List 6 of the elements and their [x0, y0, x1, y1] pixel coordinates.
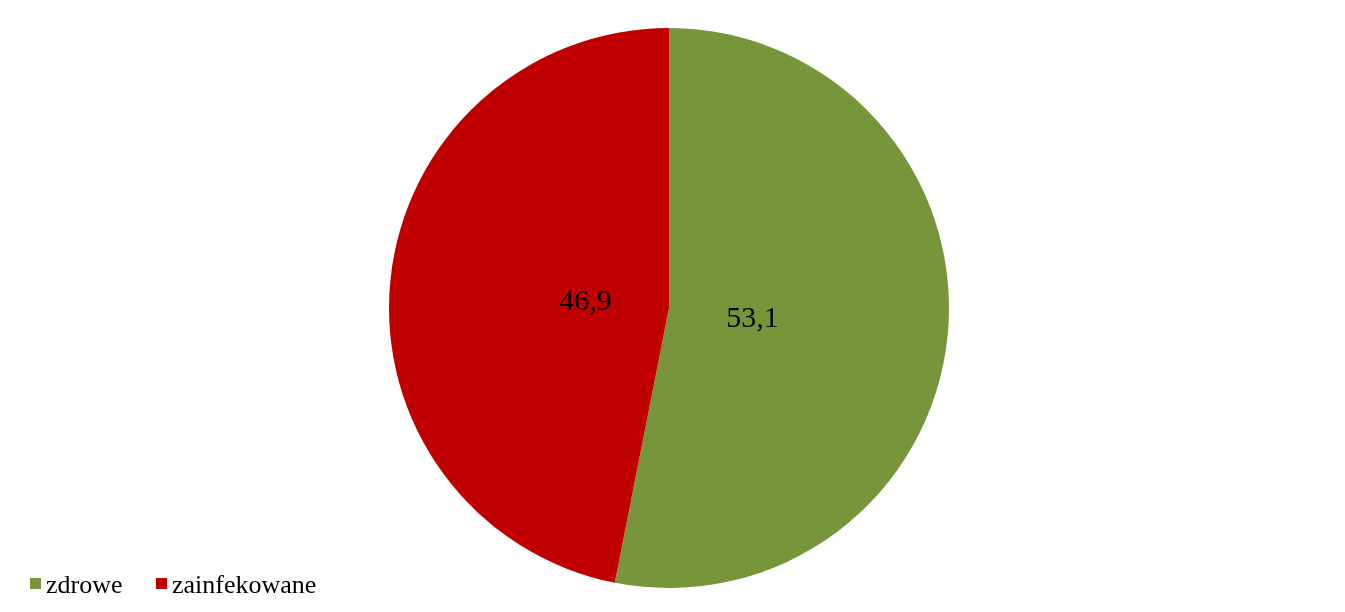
pie-slice	[389, 28, 669, 583]
pie-slice	[614, 28, 949, 588]
data-label: 46,9	[559, 283, 612, 317]
legend-label: zainfekowane	[172, 569, 317, 599]
legend-label: zdrowe	[46, 569, 123, 599]
data-label: 53,1	[726, 299, 779, 333]
